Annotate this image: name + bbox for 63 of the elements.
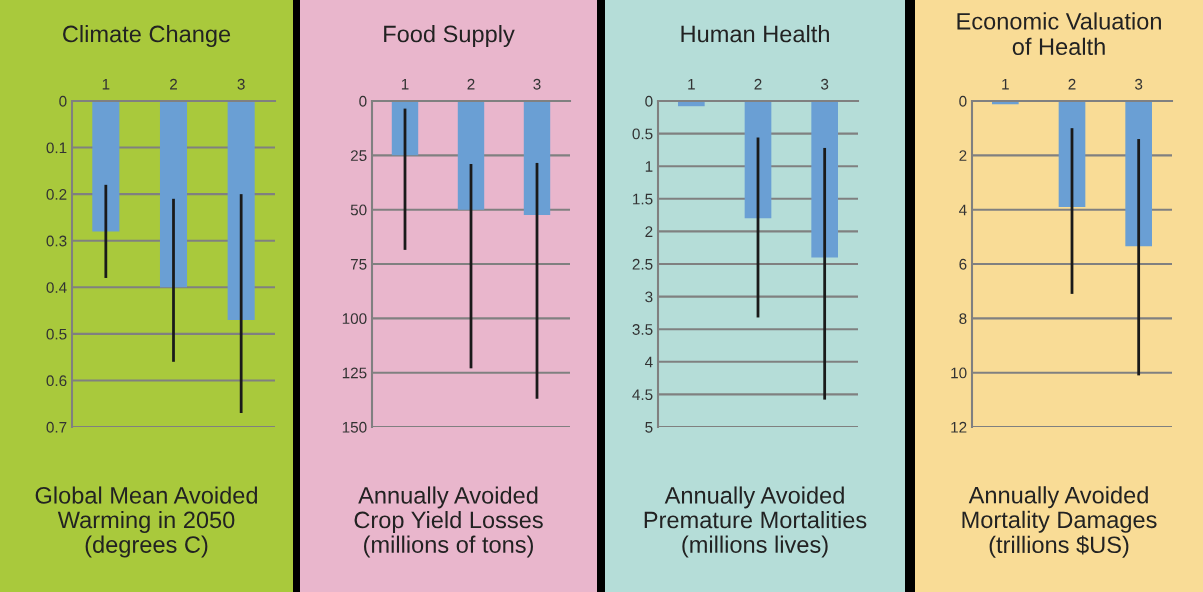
y-tick-label: 25 — [350, 150, 367, 162]
bar — [391, 101, 419, 156]
y-tick-label: 2.5 — [632, 258, 653, 270]
y-tick-label: 8 — [959, 313, 967, 325]
x-tick-label: 1 — [1002, 78, 1009, 90]
x-axis-title: Global Mean Avoided Warming in 2050 (degrees C) — [35, 486, 258, 558]
x-tick-label: 2 — [1068, 78, 1076, 90]
x-tick-label: 3 — [237, 78, 245, 90]
y-tick-label: 0.6 — [46, 375, 67, 387]
y-tick-label: 2 — [645, 226, 653, 237]
x-tick-label: 3 — [821, 78, 829, 90]
x-tick-label: 3 — [533, 78, 541, 90]
x-tick-label: 1 — [688, 78, 695, 90]
y-tick-label: 0.4 — [46, 282, 67, 293]
y-tick-label: 0 — [59, 95, 67, 107]
y-tick-label: 0.5 — [632, 128, 653, 140]
bar — [811, 101, 838, 258]
y-tick-label: 4.5 — [632, 389, 653, 401]
x-tick-label: 2 — [754, 78, 762, 90]
x-tick-label: 1 — [401, 78, 409, 90]
y-tick-label: 1 — [645, 161, 653, 172]
y-tick-label: 100 — [342, 313, 367, 325]
y-tick-label: 0.3 — [46, 235, 67, 247]
x-tick-label: 2 — [467, 78, 475, 90]
chart-title: Food Supply — [384, 25, 515, 47]
y-tick-label: 12 — [951, 421, 967, 433]
y-tick-label: 3.5 — [632, 324, 653, 335]
bar — [227, 101, 255, 320]
y-tick-label: 2 — [959, 150, 967, 161]
bar — [159, 101, 188, 288]
x-axis-title: Annually Avoided Premature Mortalities (millions lives) — [644, 486, 867, 558]
y-tick-label: 6 — [959, 258, 967, 270]
y-tick-label: 0.5 — [46, 328, 67, 340]
y-tick-label: 5 — [645, 422, 653, 433]
bar — [1058, 101, 1086, 207]
y-tick-label: 3 — [645, 291, 653, 303]
x-axis-title: Annually Avoided Crop Yield Losses (millions of tons) — [354, 486, 543, 558]
x-tick-label: 3 — [1135, 78, 1143, 90]
y-tick-label: 0 — [959, 95, 967, 107]
bar — [92, 101, 120, 232]
y-tick-label: 1.5 — [633, 193, 653, 205]
chart-title: Economic Valuation of Health — [957, 12, 1161, 56]
x-axis-title: Annually Avoided Mortality Damages (trillions $US) — [962, 486, 1157, 558]
y-tick-label: 0.7 — [46, 421, 67, 433]
bar — [457, 101, 485, 210]
y-tick-label: 75 — [350, 259, 367, 270]
x-tick-label: 2 — [170, 78, 177, 90]
y-tick-label: 0 — [645, 95, 653, 107]
chart-title: Climate Change — [63, 25, 231, 47]
chart-title: Human Health — [681, 25, 829, 43]
y-tick-label: 50 — [350, 204, 367, 216]
bar — [1125, 101, 1152, 247]
y-tick-label: 10 — [951, 367, 967, 379]
y-tick-label: 150 — [342, 421, 367, 433]
x-tick-label: 1 — [102, 78, 110, 90]
y-tick-label: 4 — [644, 356, 653, 368]
y-tick-label: 125 — [342, 367, 367, 379]
y-tick-label: 0.1 — [46, 142, 67, 154]
bar — [523, 101, 551, 216]
bar — [744, 101, 772, 219]
y-tick-label: 4 — [958, 204, 967, 216]
y-tick-label: 0.2 — [46, 189, 67, 200]
y-tick-label: 0 — [359, 95, 367, 107]
